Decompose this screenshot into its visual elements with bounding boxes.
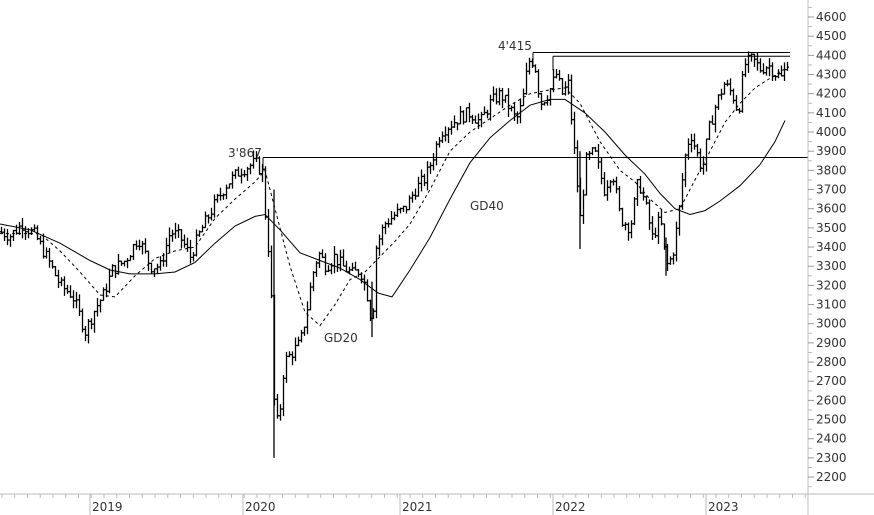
gd20-label: GD20 (324, 331, 358, 345)
y-tick-label: 2400 (816, 432, 847, 446)
x-year-label: 2023 (708, 500, 739, 514)
y-tick-label: 3000 (816, 317, 847, 331)
y-tick-label: 4300 (816, 68, 847, 82)
y-tick-label: 3200 (816, 278, 847, 292)
y-tick-label: 2700 (816, 374, 847, 388)
y-tick-label: 4400 (816, 48, 847, 62)
x-year-label: 2021 (402, 500, 433, 514)
y-tick-label: 3300 (816, 259, 847, 273)
y-tick-label: 2600 (816, 393, 847, 407)
ohlc-bars (0, 51, 789, 458)
y-tick-label: 3800 (816, 163, 847, 177)
y-tick-label: 2500 (816, 413, 847, 427)
y-tick-label: 3900 (816, 144, 847, 158)
y-tick-label: 3400 (816, 240, 847, 254)
y-tick-label: 4000 (816, 125, 847, 139)
y-tick-label: 3600 (816, 202, 847, 216)
y-tick-label: 4500 (816, 29, 847, 43)
y-tick-label: 4200 (816, 87, 847, 101)
gd20-moving-average-line (0, 68, 786, 327)
y-tick-label: 2800 (816, 355, 847, 369)
y-tick-label: 3500 (816, 221, 847, 235)
y-tick-label: 4600 (816, 10, 847, 24)
gd40-label: GD40 (470, 199, 504, 213)
high-value-label: 4'415 (498, 39, 532, 53)
y-tick-label: 2300 (816, 451, 847, 465)
x-year-label: 2020 (245, 500, 276, 514)
y-tick-label: 3700 (816, 183, 847, 197)
y-tick-label: 2900 (816, 336, 847, 350)
x-year-label: 2019 (92, 500, 123, 514)
annotations: 3'867 4'415 GD20 GD40 (228, 39, 532, 345)
resistance-lines (262, 51, 808, 172)
high-value-label: 3'867 (228, 146, 262, 160)
y-axis: 2200 2300 2400 2500 2600 2700 2800 2900 3000 3100… (807, 0, 847, 515)
y-tick-label: 4100 (816, 106, 847, 120)
x-axis: 2019 2020 2021 2022 2023 (0, 493, 874, 515)
y-tick-label: 3100 (816, 298, 847, 312)
x-year-label: 2022 (555, 500, 586, 514)
y-tick-label: 2200 (816, 470, 847, 484)
gd40-moving-average-line (0, 98, 786, 298)
